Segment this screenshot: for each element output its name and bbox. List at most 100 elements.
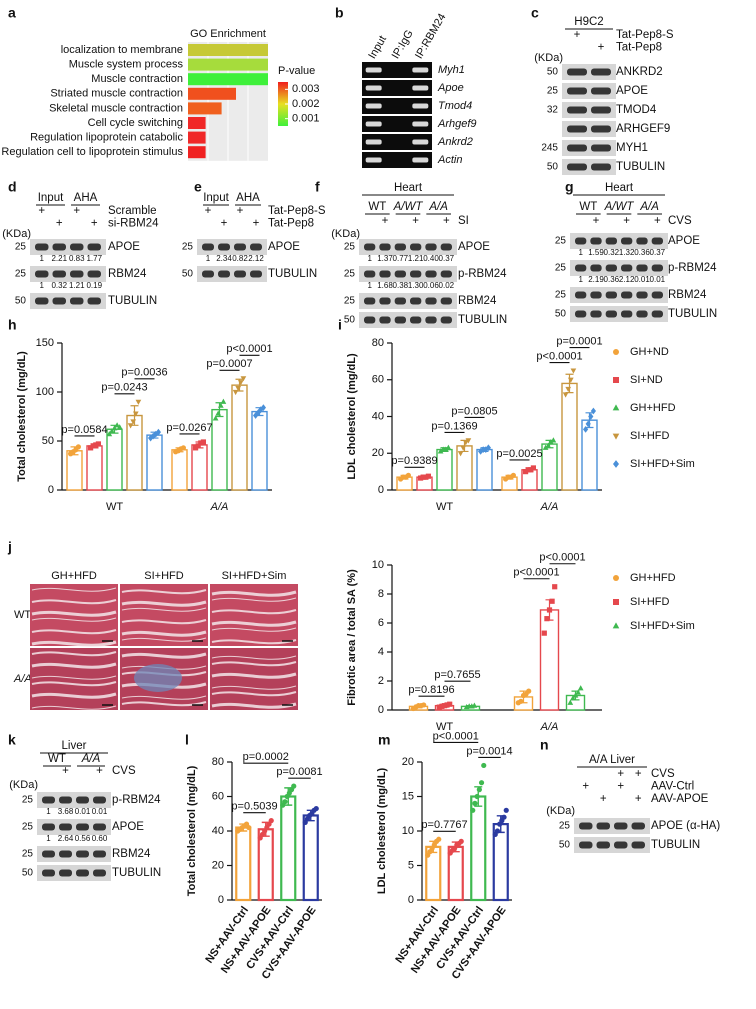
gene-label: Myh1: [438, 64, 465, 76]
condition-mark: +: [237, 205, 244, 217]
data-point: [476, 787, 482, 793]
quantification: 0.01: [634, 275, 650, 284]
tissue-gap: [211, 627, 297, 632]
p-value: p=0.5039: [231, 801, 277, 813]
protein-label: APOE: [268, 241, 300, 253]
mw-label: 50: [22, 868, 34, 879]
blot-band: [93, 796, 106, 804]
panel-letter: b: [335, 5, 344, 21]
panel-letter: d: [8, 179, 17, 195]
blot-strip: [359, 293, 457, 309]
kda-label: (KDa): [331, 228, 360, 240]
blot-band: [218, 270, 230, 278]
blot-band: [636, 264, 648, 272]
data-point: [291, 783, 297, 789]
tissue-gap: [211, 661, 297, 667]
blot-band: [202, 270, 214, 278]
condition-mark: +: [598, 42, 605, 54]
data-point: [572, 692, 579, 698]
mw-label: 25: [344, 269, 356, 280]
mw-label: 25: [547, 86, 559, 97]
p-value: p=0.0243: [101, 382, 147, 394]
condition-mark: +: [38, 205, 45, 217]
data-point: [462, 440, 469, 446]
blot-band: [250, 243, 262, 251]
condition-mark: +: [617, 781, 624, 793]
condition-mark: +: [205, 205, 212, 217]
y-tick-label: 100: [36, 386, 54, 398]
blot-band: [70, 243, 84, 251]
condition-label: AAV-APOE: [651, 793, 709, 805]
group-label: A/A: [428, 201, 448, 213]
gel-band: [365, 157, 382, 163]
colorbar-tick-label: 0.002: [292, 98, 320, 110]
blot-band: [93, 823, 106, 831]
bar: [188, 117, 206, 129]
quantification: 1: [367, 281, 372, 290]
column-label: SI+HFD: [144, 570, 183, 582]
y-tick-label: 4: [378, 646, 384, 658]
condition-label: Scramble: [108, 205, 157, 217]
protein-label: p-RBM24: [112, 794, 161, 806]
quantification: 2.34: [216, 254, 232, 263]
data-point: [510, 472, 516, 478]
blot-band: [605, 291, 617, 299]
tissue-gap: [211, 590, 297, 597]
bar: [106, 428, 123, 491]
blot-band: [425, 297, 437, 305]
data-point: [460, 445, 467, 451]
colorbar-tick-label: 0.001: [292, 113, 320, 125]
data-point: [530, 465, 536, 471]
data-point: [567, 699, 574, 705]
condition-mark: +: [617, 768, 624, 780]
blot-band: [52, 243, 66, 251]
legend-label: SI+HFD: [630, 596, 669, 608]
condition-label: SI: [458, 215, 469, 227]
tissue-gap: [31, 587, 117, 592]
quantification: 1.21: [69, 281, 85, 290]
y-axis-label: Total cholesterol (mg/dL): [186, 765, 198, 896]
blot-band: [575, 264, 587, 272]
blot-strip: [562, 64, 616, 80]
blot-strip: [30, 293, 106, 309]
blot-band: [631, 841, 645, 849]
blot-band: [591, 106, 611, 114]
blot-band: [567, 125, 587, 133]
blot-band: [651, 237, 663, 245]
panel-letter: h: [8, 317, 17, 333]
blot-band: [567, 144, 587, 152]
data-point: [562, 392, 569, 398]
bar: [188, 102, 222, 115]
bar: [251, 410, 268, 491]
blot-band: [410, 243, 422, 251]
bar: [539, 609, 560, 711]
y-tick-label: 0: [48, 484, 54, 496]
blot-band: [394, 270, 406, 278]
quantification: 1: [46, 834, 51, 843]
y-tick-label: 8: [378, 588, 384, 600]
tissue-gap: [31, 629, 117, 635]
blot-band: [93, 850, 106, 858]
data-point: [198, 440, 204, 446]
data-point: [546, 607, 553, 613]
bar: [191, 444, 208, 491]
blot-strip: [30, 266, 106, 282]
y-tick-label: 80: [212, 756, 224, 768]
bar: [146, 434, 163, 491]
gene-label: Actin: [437, 154, 462, 166]
blot-strip: [562, 83, 616, 99]
condition-mark: +: [382, 215, 389, 227]
blot-band: [59, 823, 72, 831]
condition-mark: +: [62, 765, 69, 777]
data-point: [253, 412, 259, 419]
quantification: 1.68: [377, 281, 393, 290]
group-label: Input: [38, 192, 64, 204]
gel-strip: [362, 116, 432, 132]
p-value: p=0.0584: [61, 424, 107, 436]
data-point: [445, 444, 452, 450]
tissue-gap: [121, 619, 207, 625]
blot-band: [425, 243, 437, 251]
condition-label: si-RBM24: [108, 218, 159, 230]
panel-letter: k: [8, 732, 16, 748]
blot-band: [651, 310, 663, 318]
